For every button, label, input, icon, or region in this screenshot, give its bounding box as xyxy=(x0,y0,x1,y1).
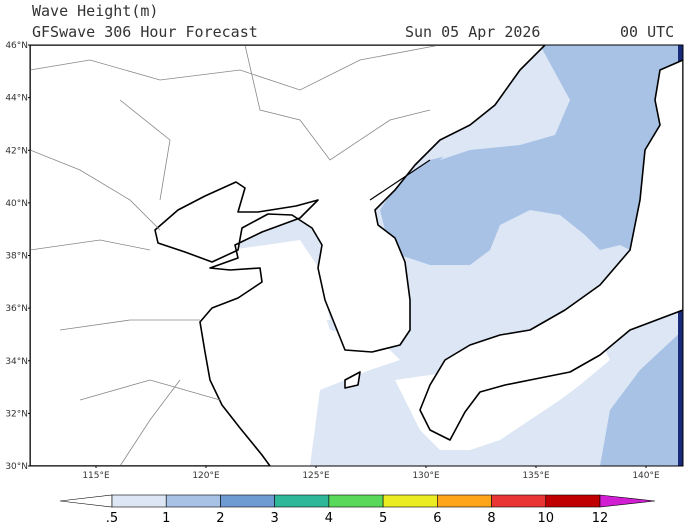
colorbar-label: 10 xyxy=(538,511,555,525)
lon-label: 140°E xyxy=(632,471,660,481)
colorbar-segment xyxy=(382,494,438,508)
land xyxy=(419,59,683,441)
colorbar-label: 8 xyxy=(487,511,495,525)
wave-area xyxy=(440,100,570,160)
lon-label: 120°E xyxy=(192,471,220,481)
colorbar: .5 1 2 3 4 5 6 8 10 12 xyxy=(59,494,656,526)
colorbar-label: 4 xyxy=(325,511,333,525)
colorbar-segment xyxy=(328,494,384,508)
colorbar-segment xyxy=(220,494,275,508)
title: Wave Height(m) xyxy=(32,2,158,20)
colorbar-segment xyxy=(491,494,547,508)
land xyxy=(344,371,361,389)
colorbar-label: .5 xyxy=(106,511,118,525)
lat-label: 40°N xyxy=(5,199,28,209)
lat-label: 44°N xyxy=(5,94,28,104)
colorbar-arrow xyxy=(599,494,656,508)
colorbar-arrow xyxy=(59,494,113,508)
wave-area xyxy=(380,45,683,300)
lat-label: 34°N xyxy=(5,357,28,367)
lon-label: 135°E xyxy=(522,471,550,481)
lat-label: 32°N xyxy=(5,409,28,419)
lat-label: 42°N xyxy=(5,146,28,156)
colorbar-label: 6 xyxy=(433,511,441,525)
colorbar-segment xyxy=(111,494,167,508)
colorbar-label: 3 xyxy=(271,511,279,525)
colorbar-segment xyxy=(545,494,601,508)
lat-label: 38°N xyxy=(5,252,28,262)
colorbar-segment xyxy=(437,494,492,508)
land xyxy=(30,45,546,466)
colorbar-segment xyxy=(165,494,221,508)
colorbar-segment xyxy=(274,494,330,508)
map xyxy=(29,44,684,467)
wave-area xyxy=(600,330,683,466)
lon-label: 130°E xyxy=(412,471,440,481)
colorbar-label: 1 xyxy=(162,511,170,525)
lat-label: 46°N xyxy=(5,41,28,51)
subtitle: GFSwave 306 Hour Forecast xyxy=(32,23,258,41)
lon-label: 125°E xyxy=(302,471,330,481)
date: Sun 05 Apr 2026 xyxy=(405,23,540,41)
lon-label: 115°E xyxy=(82,471,110,481)
lat-label: 30°N xyxy=(5,462,28,472)
colorbar-label: 12 xyxy=(592,511,609,525)
colorbar-label: 2 xyxy=(216,511,224,525)
time: 00 UTC xyxy=(620,23,674,41)
colorbar-label: 5 xyxy=(379,511,387,525)
lat-label: 36°N xyxy=(5,304,28,314)
